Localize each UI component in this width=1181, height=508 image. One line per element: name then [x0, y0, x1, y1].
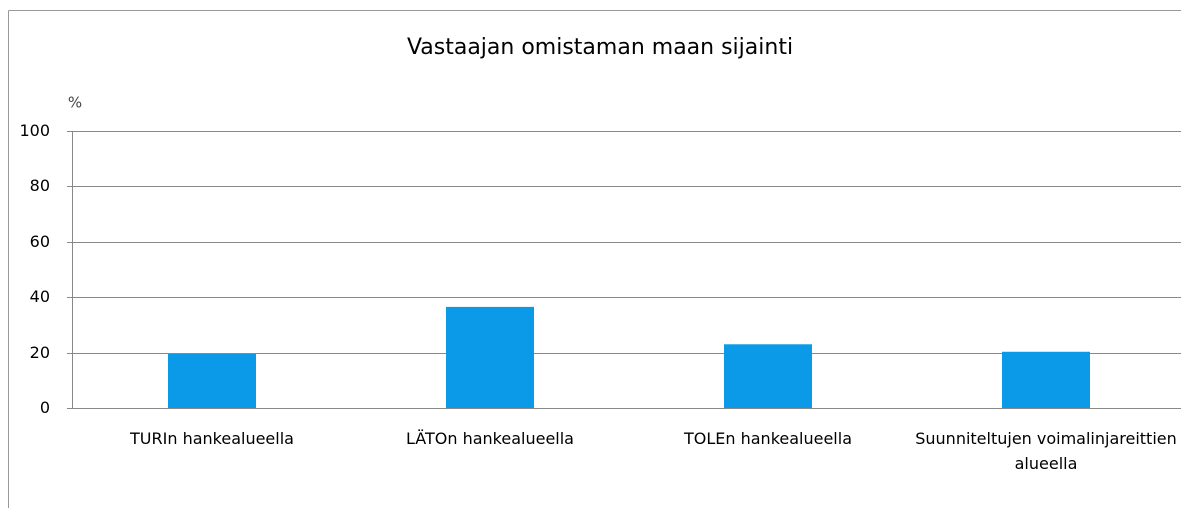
x-tick-label: Suunniteltujen voimalinjareittien alueel…	[915, 429, 1177, 473]
x-tick-label: TURIn hankealueella	[130, 429, 294, 448]
chart-title: Vastaajan omistaman maan sijainti	[407, 35, 793, 60]
x-tick-label: TOLEn hankealueella	[683, 429, 852, 448]
y-tick-label: 0	[40, 398, 50, 417]
bar	[1002, 351, 1090, 408]
y-tick-label: 20	[30, 343, 50, 362]
x-tick-label: LÄTOn hankealueella	[406, 429, 574, 448]
y-tick-label: 100	[19, 121, 50, 140]
bar	[724, 344, 812, 408]
y-tick-label: 60	[30, 232, 50, 251]
y-tick-label: 40	[30, 287, 50, 306]
y-axis-label: %	[68, 94, 82, 112]
y-tick-label: 80	[30, 176, 50, 195]
bar	[446, 306, 534, 408]
bar	[168, 353, 256, 408]
